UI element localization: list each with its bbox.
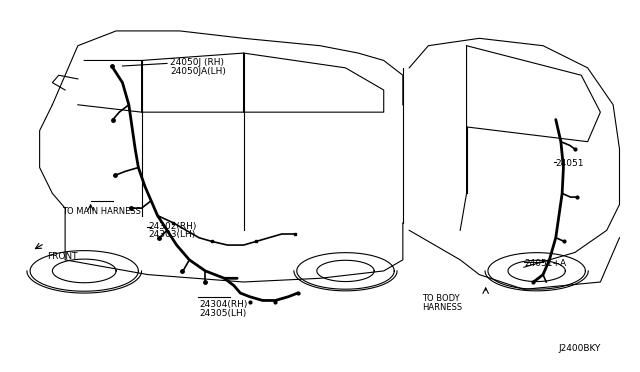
Text: 24305(LH): 24305(LH) [199,308,246,318]
Text: 24302(RH): 24302(RH) [148,222,196,231]
Text: FRONT: FRONT [47,251,78,261]
Text: HARNESS: HARNESS [422,302,462,312]
Text: 24303(LH): 24303(LH) [148,230,195,239]
Text: 24050JA(LH): 24050JA(LH) [170,67,226,76]
Text: 24304(RH): 24304(RH) [199,300,247,310]
Text: 24051+A: 24051+A [524,259,566,268]
Text: TO MAIN HARNESS: TO MAIN HARNESS [62,207,141,217]
Text: 24050J (RH): 24050J (RH) [170,58,224,67]
Text: 24051: 24051 [556,159,584,169]
Text: J2400BKY: J2400BKY [558,344,600,353]
Text: TO BODY: TO BODY [422,294,460,303]
